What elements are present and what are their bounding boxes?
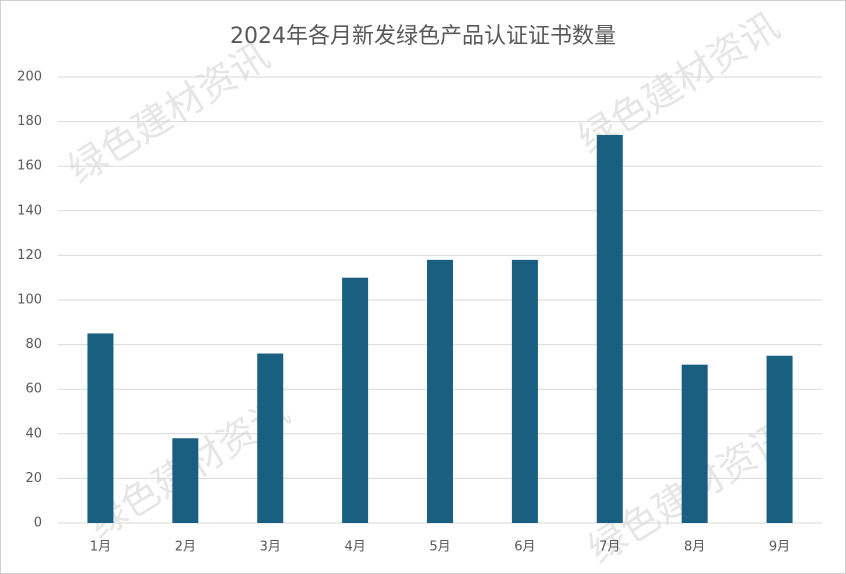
bar [87,333,114,523]
y-tick-label: 0 [34,516,42,531]
x-tick-label: 4月 [344,540,365,555]
chart-title: 2024年各月新发绿色产品认证证书数量 [230,24,616,49]
x-tick-label: 1月 [90,540,111,555]
y-tick-label: 200 [17,70,42,85]
plot-area: 0 20 40 60 80 100 120 140 160 180 200 1月 2月 3月 4月 5月 6月 7… [17,70,822,555]
y-tick-label: 180 [17,114,42,129]
bar [172,438,199,523]
x-tick-label: 2月 [175,540,196,555]
x-tick-label: 3月 [260,540,281,555]
bar [681,364,708,523]
y-tick-label: 60 [25,382,42,397]
bar [596,134,623,524]
bar [342,277,369,523]
x-tick-label: 7月 [599,540,620,555]
bar [257,353,284,523]
y-tick-label: 160 [17,159,42,174]
x-tick-label: 9月 [769,540,790,555]
x-tick-label: 8月 [684,540,705,555]
bar [511,259,538,523]
y-tick-label: 80 [25,337,42,352]
x-tick-label: 5月 [429,540,450,555]
bar [427,259,453,523]
y-tick-label: 120 [17,248,42,263]
bar [766,355,793,523]
y-tick-label: 40 [25,426,42,441]
x-tick-label: 6月 [514,540,535,555]
y-tick-label: 140 [17,203,42,218]
y-tick-label: 100 [17,293,42,308]
y-tick-label: 20 [25,471,42,486]
